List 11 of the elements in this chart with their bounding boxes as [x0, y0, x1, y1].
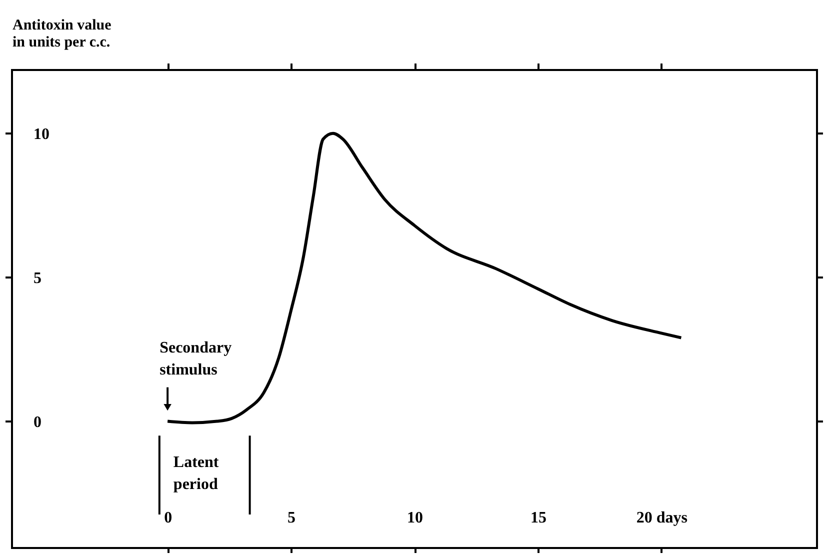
x-tick-label: 20 days	[636, 510, 688, 526]
y-tick-label: 10	[34, 126, 50, 143]
x-tick-label: 0	[164, 510, 172, 526]
x-tick-label: 5	[288, 510, 296, 526]
y-axis-title: Antitoxin value in units per c.c.	[12, 18, 112, 50]
ref-line-label: Latent period	[173, 454, 220, 493]
annotation: Secondary stimulus	[160, 339, 232, 378]
y-tick-label: 0	[34, 414, 42, 431]
x-tick-label: 10	[407, 510, 423, 526]
y-tick-label: 5	[34, 270, 42, 287]
x-tick-label: 15	[530, 510, 546, 526]
